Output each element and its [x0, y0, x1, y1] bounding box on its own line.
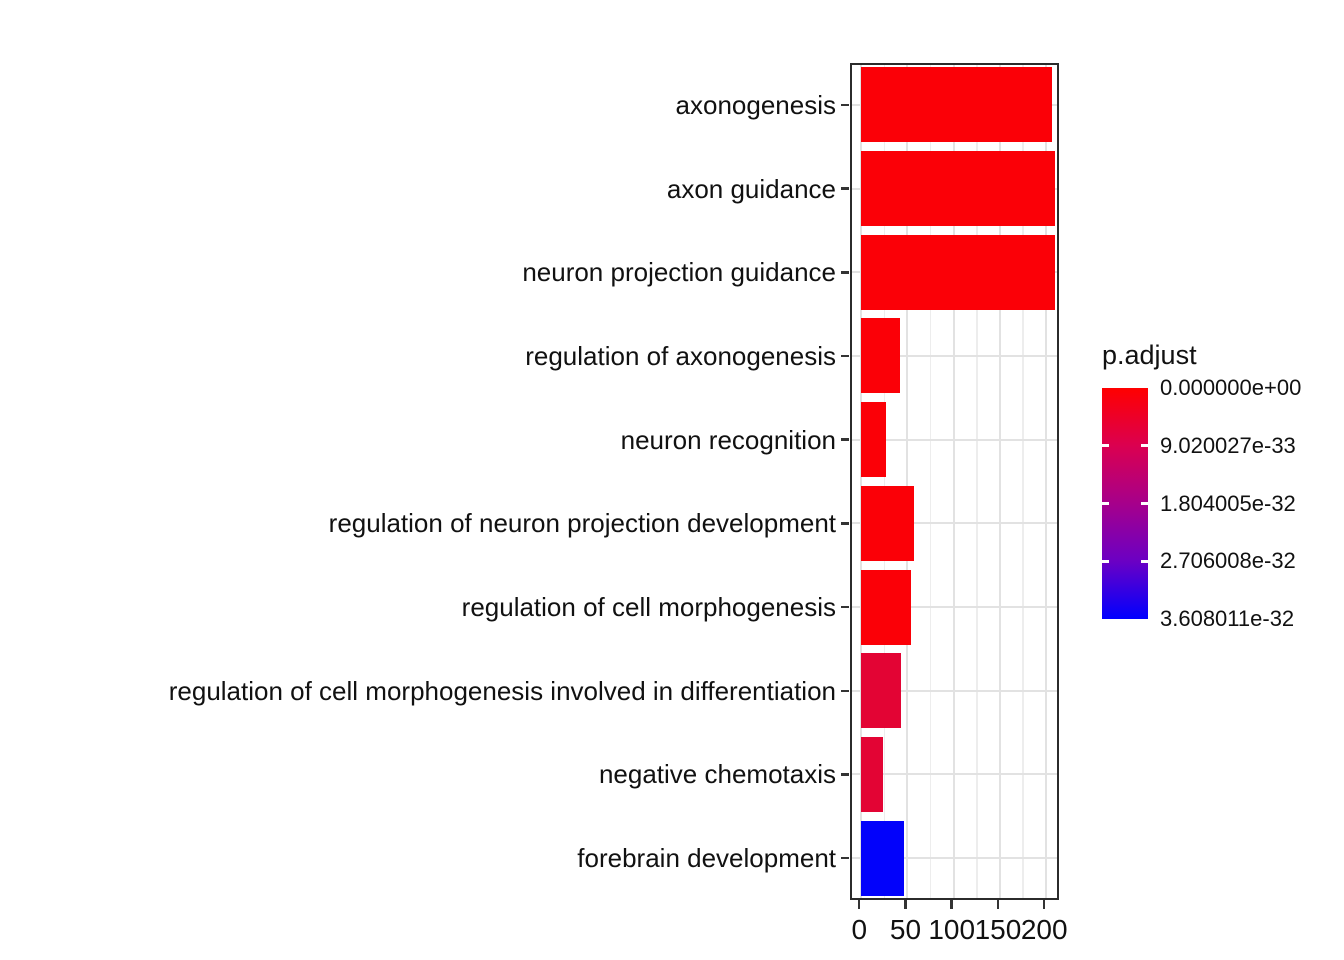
gridline-major-y [852, 438, 1057, 441]
legend-tick [1102, 502, 1109, 505]
legend-tick [1102, 559, 1109, 563]
bar [861, 485, 914, 561]
category-label: regulation of axonogenesis [525, 340, 836, 371]
legend-colorbar [1102, 388, 1148, 619]
gridline-major-x [998, 65, 1001, 898]
y-tick [841, 103, 849, 107]
category-label: axon guidance [666, 173, 836, 204]
gridline-major-x [1045, 65, 1048, 898]
y-tick [841, 354, 849, 358]
y-tick [841, 522, 849, 525]
legend-tick-label: 0.000000e+00 [1160, 375, 1302, 400]
y-tick [841, 438, 849, 441]
x-tick-label: 150 [974, 914, 1022, 945]
y-tick [841, 187, 849, 190]
legend-title: p.adjust [1102, 340, 1197, 370]
y-tick [841, 856, 849, 860]
gridline-major-y [852, 857, 1057, 860]
gridline-major-x [952, 65, 955, 898]
gridline-minor-x [1022, 65, 1024, 898]
x-tick [1042, 900, 1046, 909]
legend-tick [1141, 559, 1148, 563]
x-tick-label: 100 [928, 914, 976, 945]
x-tick [996, 900, 1000, 909]
gridline-major-y [852, 773, 1057, 776]
category-label: neuron projection guidance [522, 257, 836, 288]
category-label: neuron recognition [620, 424, 836, 455]
legend-tick [1102, 444, 1109, 448]
category-label: regulation of cell morphogenesis involve… [168, 675, 836, 706]
y-tick [841, 271, 849, 274]
bar [861, 653, 901, 729]
y-tick [841, 605, 849, 609]
x-tick-label: 50 [889, 914, 922, 945]
bar [861, 67, 1052, 143]
legend-tick-label: 9.020027e-33 [1160, 432, 1296, 458]
x-tick [950, 900, 953, 909]
gridline-minor-x [883, 65, 886, 898]
bar [861, 234, 1056, 310]
gridline-major-x [860, 65, 863, 898]
category-label: regulation of neuron projection developm… [328, 508, 836, 539]
bar [861, 318, 901, 394]
bar [861, 820, 904, 896]
legend-tick [1141, 502, 1148, 505]
plot-panel [850, 63, 1059, 900]
legend-tick [1141, 444, 1148, 448]
legend-tick-label: 2.706008e-32 [1160, 548, 1296, 574]
y-tick [841, 689, 849, 692]
gridline-major-y [852, 354, 1057, 357]
bar [861, 402, 887, 478]
gridline-minor-x [976, 65, 978, 898]
gridline-minor-x [929, 65, 932, 898]
legend-tick-label: 1.804005e-32 [1160, 490, 1296, 516]
bar [861, 151, 1056, 227]
gridline-major-y [852, 522, 1057, 525]
category-label: axonogenesis [675, 89, 836, 120]
gridline-major-y [852, 606, 1057, 609]
legend-tick-label: 3.608011e-32 [1160, 606, 1295, 631]
gridline-major-y [852, 689, 1057, 692]
category-label: regulation of cell morphogenesis [461, 592, 836, 623]
y-tick [841, 773, 849, 776]
category-label: negative chemotaxis [598, 759, 836, 790]
bar [861, 736, 884, 812]
x-tick [857, 900, 861, 909]
gridline-major-x [906, 65, 909, 898]
x-tick-label: 0 [851, 914, 868, 945]
x-tick-label: 200 [1020, 914, 1068, 945]
x-tick [904, 900, 907, 909]
category-label: forebrain development [577, 843, 836, 874]
bar [861, 569, 912, 645]
